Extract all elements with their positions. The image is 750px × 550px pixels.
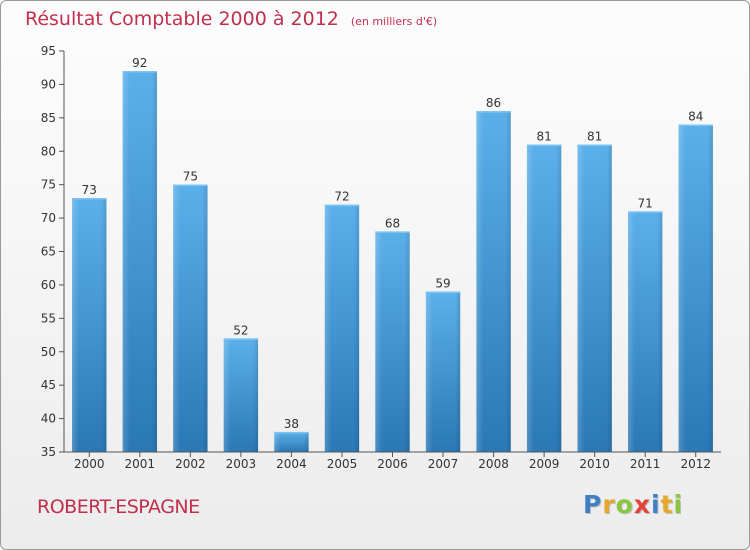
x-tick-label: 2000: [74, 457, 105, 471]
bar-shade-2012: [678, 124, 713, 453]
proxiti-logo: Proxiti: [583, 490, 683, 519]
value-label: 75: [183, 170, 198, 184]
y-tick-label: 90: [41, 77, 56, 91]
bar-top-2010: [577, 144, 612, 147]
logo-letter: t: [660, 490, 674, 519]
chart-title: Résultat Comptable 2000 à 2012 (en millie…: [25, 8, 437, 30]
bar-shade-2004: [274, 431, 309, 452]
y-tick-label: 50: [41, 345, 56, 359]
value-label: 59: [435, 277, 450, 291]
x-tick-label: 2008: [478, 457, 509, 471]
bar-top-2012: [678, 124, 713, 127]
bar-shade-2005: [324, 204, 360, 452]
x-tick-label: 2010: [579, 457, 610, 471]
y-tick-label: 85: [41, 111, 56, 125]
x-tick-label: 2002: [175, 457, 206, 471]
value-label: 73: [82, 183, 97, 197]
logo-letter: x: [633, 490, 651, 519]
logo-letter: o: [615, 490, 634, 519]
x-tick-label: 2007: [428, 457, 459, 471]
bar-top-2002: [173, 184, 208, 187]
bar-top-2009: [526, 144, 562, 147]
bar-shade-2007: [425, 291, 461, 452]
x-tick-label: 2005: [327, 457, 358, 471]
y-tick-label: 65: [41, 245, 56, 259]
value-label: 68: [385, 216, 400, 230]
logo-letter: i: [673, 490, 684, 519]
value-label: 72: [334, 190, 349, 204]
bar-top-2001: [122, 71, 157, 73]
value-label: 84: [688, 110, 703, 124]
x-tick-label: 2006: [377, 457, 408, 471]
x-tick-label: 2004: [276, 457, 307, 471]
bar-shade-2006: [375, 231, 410, 452]
value-label: 81: [536, 130, 551, 144]
value-label: 52: [233, 323, 248, 337]
title-text: Résultat Comptable 2000 à 2012: [25, 8, 339, 30]
y-tick-label: 45: [41, 378, 56, 392]
bar-top-2006: [375, 231, 410, 233]
bar-top-2000: [72, 198, 107, 200]
bar-shade-2010: [577, 144, 612, 453]
x-tick-label: 2009: [529, 457, 560, 471]
value-label: 86: [486, 96, 501, 110]
bar-top-2011: [628, 211, 663, 213]
logo-letter: r: [602, 490, 616, 519]
bar-top-2007: [425, 291, 461, 294]
y-tick-label: 40: [41, 412, 56, 426]
bar-shade-2002: [173, 184, 208, 452]
bar-shade-2003: [223, 338, 259, 452]
x-tick-label: 2003: [226, 457, 257, 471]
value-label: 81: [587, 130, 602, 144]
y-tick-label: 80: [41, 144, 56, 158]
logo-letter: P: [583, 490, 603, 519]
value-label: 71: [638, 196, 653, 210]
y-tick-label: 95: [41, 44, 56, 58]
unit-label: (en milliers d'€): [350, 15, 438, 28]
bar-shade-2000: [72, 198, 107, 452]
x-tick-label: 2011: [630, 457, 661, 471]
y-tick-label: 55: [41, 311, 56, 325]
y-tick-label: 75: [41, 178, 56, 192]
bar-top-2003: [223, 338, 259, 340]
logo-letter: i: [651, 490, 661, 519]
value-label: 38: [284, 417, 299, 431]
bar-shade-2001: [122, 71, 157, 453]
bar-shade-2009: [526, 144, 562, 453]
x-tick-label: 2001: [125, 457, 156, 471]
value-label: 92: [132, 56, 147, 70]
bar-top-2008: [476, 111, 511, 113]
bar-top-2004: [274, 431, 309, 434]
y-tick-label: 60: [41, 278, 56, 292]
commune-name: ROBERT-ESPAGNE: [37, 496, 200, 518]
x-tick-label: 2012: [680, 457, 711, 471]
y-tick-label: 70: [41, 211, 56, 225]
bar-shade-2011: [628, 211, 663, 452]
bar-shade-2008: [476, 111, 511, 453]
bar-top-2005: [324, 204, 360, 207]
y-tick-label: 35: [41, 445, 56, 459]
